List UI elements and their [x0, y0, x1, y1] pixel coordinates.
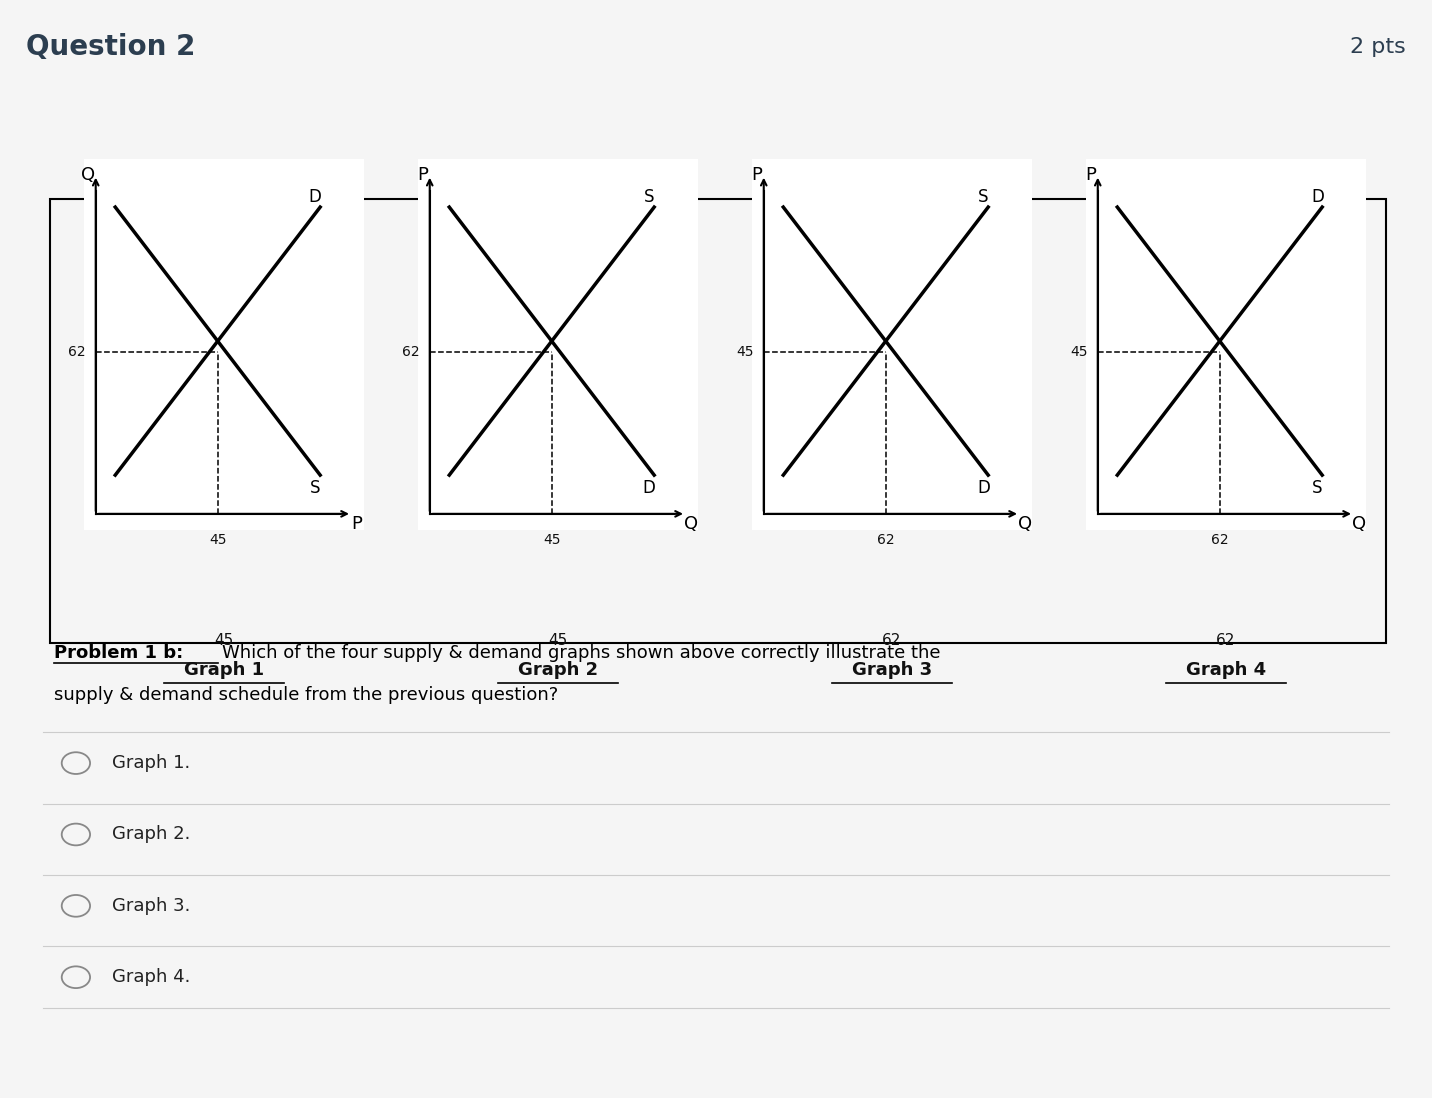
Text: 62: 62 — [1211, 534, 1229, 547]
Text: Which of the four supply & demand graphs shown above correctly illustrate the: Which of the four supply & demand graphs… — [222, 645, 941, 662]
Text: Q: Q — [1352, 515, 1366, 533]
Text: Graph 2.: Graph 2. — [112, 826, 190, 843]
Bar — [50, 199, 1386, 643]
Text: Graph 2: Graph 2 — [518, 661, 599, 679]
Text: 62: 62 — [69, 346, 86, 359]
Text: D: D — [1310, 189, 1323, 206]
Text: 2 pts: 2 pts — [1350, 36, 1406, 57]
Text: 62: 62 — [876, 534, 895, 547]
Text: 45: 45 — [548, 632, 567, 648]
Text: Problem 1 b:: Problem 1 b: — [54, 645, 183, 662]
Text: D: D — [977, 479, 990, 497]
Text: 45: 45 — [209, 534, 226, 547]
Text: Question 2: Question 2 — [26, 33, 195, 60]
Text: Graph 1.: Graph 1. — [112, 754, 190, 772]
Text: P: P — [351, 515, 362, 533]
Text: 45: 45 — [1071, 346, 1088, 359]
Text: 62: 62 — [402, 346, 420, 359]
Text: Graph 4: Graph 4 — [1186, 661, 1266, 679]
Text: 45: 45 — [215, 632, 233, 648]
Text: 62: 62 — [1216, 632, 1236, 648]
Text: Q: Q — [683, 515, 697, 533]
Text: 62: 62 — [882, 632, 902, 648]
Text: D: D — [309, 189, 322, 206]
Text: S: S — [311, 479, 321, 497]
Text: Graph 3: Graph 3 — [852, 661, 932, 679]
Text: P: P — [750, 166, 762, 183]
Text: P: P — [1085, 166, 1095, 183]
Text: Q: Q — [82, 166, 96, 183]
Text: Graph 4.: Graph 4. — [112, 968, 190, 986]
Text: 45: 45 — [543, 534, 560, 547]
Text: 45: 45 — [736, 346, 755, 359]
Text: D: D — [643, 479, 656, 497]
Text: S: S — [978, 189, 988, 206]
Text: Graph 3.: Graph 3. — [112, 897, 190, 915]
Text: supply & demand schedule from the previous question?: supply & demand schedule from the previo… — [54, 686, 558, 704]
Text: S: S — [644, 189, 654, 206]
Text: S: S — [1312, 479, 1323, 497]
Text: P: P — [417, 166, 428, 183]
Text: Graph 1: Graph 1 — [183, 661, 263, 679]
Text: Q: Q — [1018, 515, 1032, 533]
